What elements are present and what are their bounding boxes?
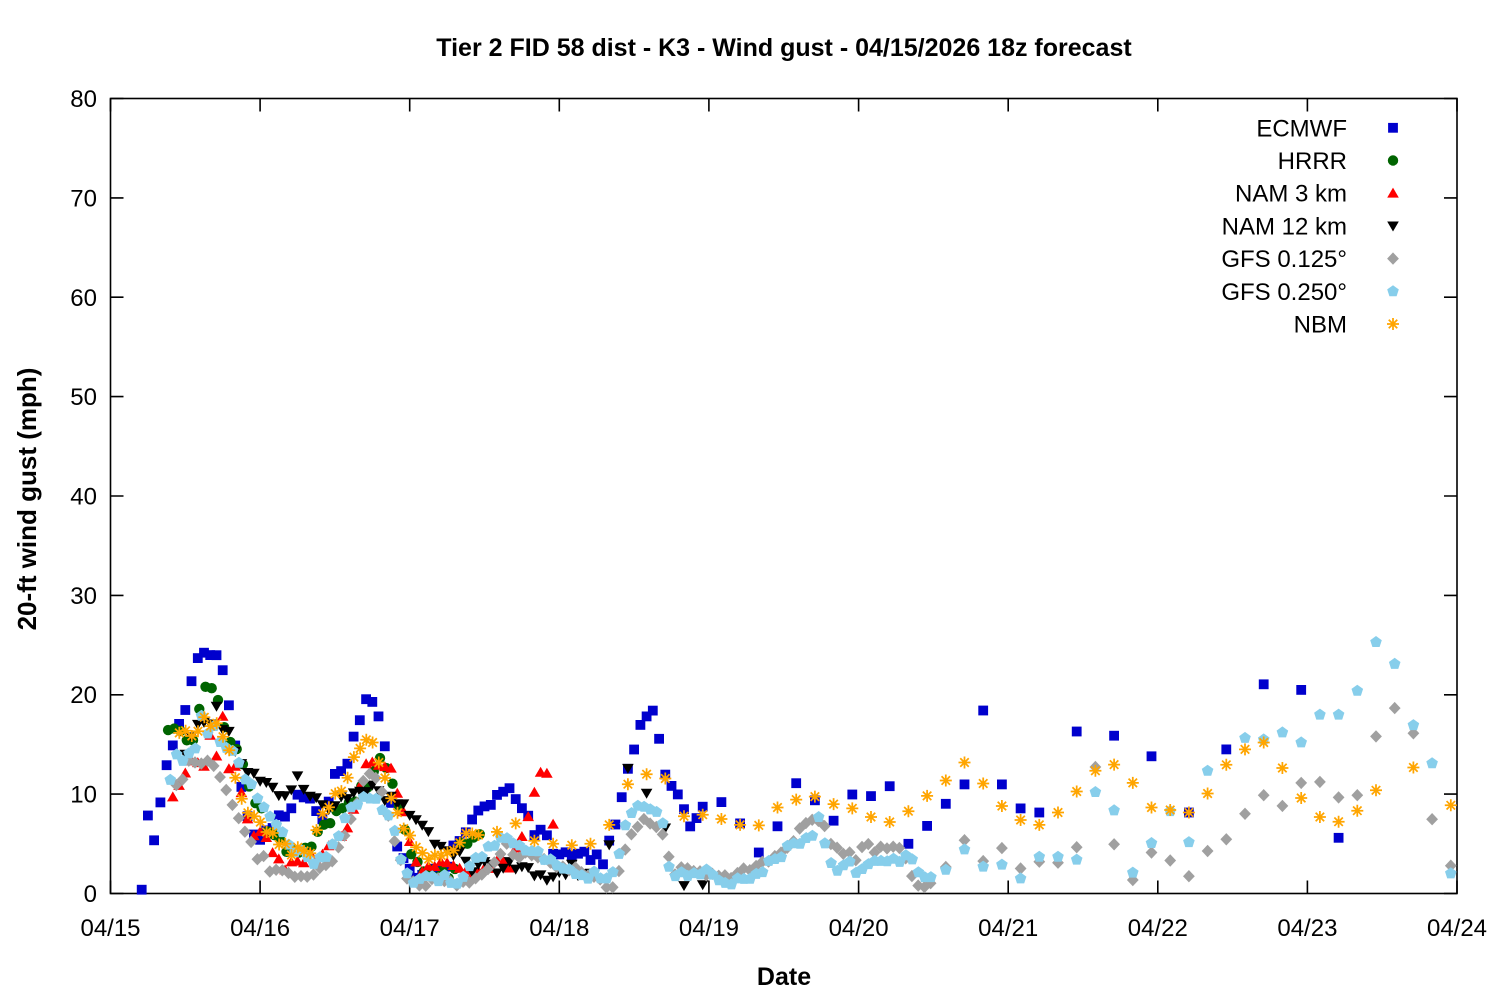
svg-text:GFS 0.125°: GFS 0.125° xyxy=(1221,246,1347,273)
svg-text:04/24: 04/24 xyxy=(1427,915,1487,942)
svg-text:04/23: 04/23 xyxy=(1277,915,1337,942)
svg-text:04/21: 04/21 xyxy=(978,915,1038,942)
svg-text:04/18: 04/18 xyxy=(529,915,589,942)
svg-text:80: 80 xyxy=(70,86,97,113)
svg-text:NBM: NBM xyxy=(1294,312,1347,339)
svg-text:HRRR: HRRR xyxy=(1278,148,1347,175)
svg-text:10: 10 xyxy=(70,782,97,809)
svg-text:70: 70 xyxy=(70,185,97,212)
svg-text:ECMWF: ECMWF xyxy=(1256,115,1347,142)
svg-text:NAM 12 km: NAM 12 km xyxy=(1222,213,1347,240)
svg-text:04/16: 04/16 xyxy=(230,915,290,942)
svg-text:50: 50 xyxy=(70,384,97,411)
svg-text:60: 60 xyxy=(70,285,97,312)
svg-text:04/22: 04/22 xyxy=(1128,915,1188,942)
svg-text:30: 30 xyxy=(70,583,97,610)
svg-text:04/19: 04/19 xyxy=(679,915,739,942)
svg-text:Date: Date xyxy=(757,963,811,991)
svg-text:04/17: 04/17 xyxy=(380,915,440,942)
svg-text:Tier 2 FID 58 dist - K3 - Wind: Tier 2 FID 58 dist - K3 - Wind gust - 04… xyxy=(436,34,1132,62)
svg-text:NAM 3 km: NAM 3 km xyxy=(1235,181,1347,208)
svg-text:04/15: 04/15 xyxy=(80,915,140,942)
svg-text:20: 20 xyxy=(70,682,97,709)
svg-text:20-ft wind gust (mph): 20-ft wind gust (mph) xyxy=(12,368,42,631)
svg-text:GFS 0.250°: GFS 0.250° xyxy=(1221,279,1347,306)
svg-text:40: 40 xyxy=(70,484,97,511)
svg-text:0: 0 xyxy=(84,881,97,908)
svg-text:04/20: 04/20 xyxy=(829,915,889,942)
